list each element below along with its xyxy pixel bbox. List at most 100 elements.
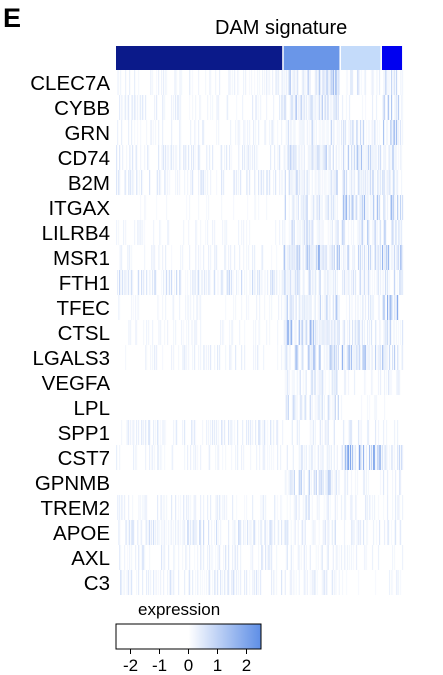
heatmap-cell [314, 570, 316, 595]
heatmap-cell [178, 345, 180, 370]
heatmap-cell [175, 70, 177, 95]
heatmap-cell [286, 320, 288, 345]
heatmap-cell [384, 220, 387, 245]
heatmap-cell [387, 520, 390, 545]
cluster-annotation-bar [116, 46, 403, 70]
heatmap-cell [263, 170, 265, 195]
heatmap-cell [306, 295, 308, 320]
heatmap-cell [393, 270, 396, 295]
heatmap-cell [294, 345, 296, 370]
heatmap-cell [292, 170, 294, 195]
heatmap-cell [202, 120, 204, 145]
legend-title: expression [138, 600, 221, 619]
heatmap-cell [313, 345, 315, 370]
heatmap-cell [290, 95, 292, 120]
heatmap-cell [390, 145, 393, 170]
heatmap-cell [269, 445, 271, 470]
heatmap-cell [222, 445, 224, 470]
heatmap-cell [359, 120, 362, 145]
heatmap-cell [287, 120, 289, 145]
heatmap-cell [376, 345, 379, 370]
heatmap-cell [142, 170, 144, 195]
heatmap-cell [178, 570, 180, 595]
heatmap-cell [309, 270, 311, 295]
heatmap-cell [243, 220, 245, 245]
heatmap-cell [281, 170, 283, 195]
heatmap-cell [389, 295, 392, 320]
heatmap-cell [173, 145, 175, 170]
heatmap-cell [202, 270, 204, 295]
heatmap-cell [382, 145, 385, 170]
heatmap-cell [222, 220, 224, 245]
heatmap-cell [223, 170, 225, 195]
heatmap-cell [200, 295, 202, 320]
heatmap-cell [122, 270, 124, 295]
heatmap-cell [217, 345, 219, 370]
heatmap-cell [376, 220, 379, 245]
gene-label-grn: GRN [64, 122, 110, 145]
heatmap-cell [165, 145, 167, 170]
heatmap-cell [329, 295, 331, 320]
heatmap-cell [188, 145, 190, 170]
heatmap-cell [285, 120, 287, 145]
heatmap-cell [370, 70, 373, 95]
heatmap-cell [235, 295, 237, 320]
heatmap-cell [298, 245, 300, 270]
heatmap-cell [195, 120, 197, 145]
heatmap-cell [321, 145, 323, 170]
heatmap-cell [162, 520, 164, 545]
heatmap-cell [384, 195, 387, 220]
heatmap-cell [291, 70, 293, 95]
heatmap-cell [140, 195, 142, 220]
heatmap-cell [257, 70, 259, 95]
heatmap-cell [254, 145, 256, 170]
heatmap-cell [244, 120, 246, 145]
heatmap-cell [164, 545, 166, 570]
heatmap-cell [383, 445, 386, 470]
heatmap-cell [129, 245, 131, 270]
heatmap-cell [293, 220, 295, 245]
heatmap-cell [229, 570, 231, 595]
heatmap-cell [343, 370, 346, 395]
heatmap-cell [216, 120, 218, 145]
heatmap-cell [277, 520, 279, 545]
heatmap-cell [311, 395, 313, 420]
heatmap-cell [128, 570, 130, 595]
heatmap-cell [122, 495, 124, 520]
heatmap-cell [221, 420, 223, 445]
heatmap-cell [333, 370, 335, 395]
heatmap-cell [248, 145, 250, 170]
heatmap-cell [328, 395, 330, 420]
heatmap-cell [376, 170, 379, 195]
heatmap-cell [140, 95, 142, 120]
heatmap-cell [279, 170, 281, 195]
heatmap-cell [158, 295, 160, 320]
heatmap-cell [285, 320, 287, 345]
heatmap-cell [197, 570, 199, 595]
heatmap-cell [293, 495, 295, 520]
heatmap-cell [289, 495, 291, 520]
heatmap-cell [200, 495, 202, 520]
heatmap-cell [285, 395, 287, 420]
heatmap-cell [343, 195, 346, 220]
heatmap-cell [143, 545, 145, 570]
heatmap-cell [252, 145, 254, 170]
heatmap-cell [331, 520, 333, 545]
heatmap-cell [243, 520, 245, 545]
heatmap-cell [118, 170, 120, 195]
heatmap-cell [349, 420, 352, 445]
heatmap-cell [125, 520, 127, 545]
cluster-bar-2 [283, 46, 340, 70]
heatmap-cell [307, 70, 309, 95]
heatmap-cell [171, 95, 173, 120]
heatmap-cell [246, 270, 248, 295]
heatmap-cell [384, 145, 387, 170]
heatmap-cell [206, 420, 208, 445]
heatmap-cell [161, 545, 163, 570]
heatmap-cell [387, 70, 390, 95]
heatmap-cell [162, 345, 164, 370]
heatmap-cell [231, 445, 233, 470]
heatmap-cell [372, 220, 375, 245]
heatmap-cell [303, 295, 305, 320]
heatmap-cell [165, 245, 167, 270]
